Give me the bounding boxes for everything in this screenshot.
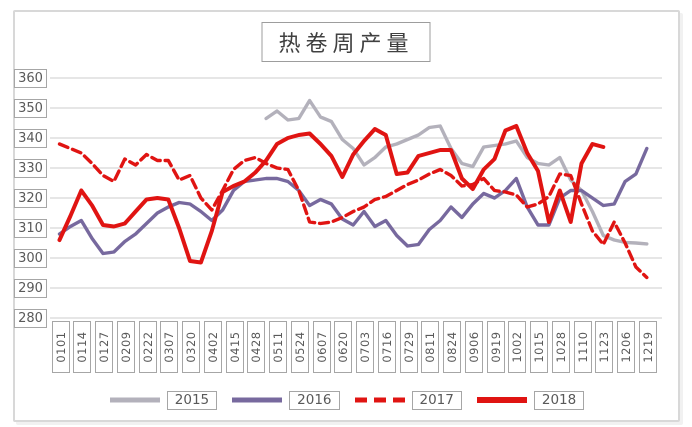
x-tick-label: 0511 (269, 321, 288, 373)
legend-swatch-2016 (232, 397, 283, 403)
y-tick-label: 320 (14, 188, 47, 208)
chart-title: 热卷周产量 (261, 22, 431, 62)
x-tick-label: 1219 (638, 321, 657, 373)
x-tick-label: 0307 (160, 321, 179, 373)
x-tick-label: 1110 (573, 321, 592, 373)
x-tick-label: 0402 (203, 321, 222, 373)
y-tick-label: 360 (14, 68, 47, 88)
x-tick-label: 0906 (464, 321, 483, 373)
legend-item-2018: 2018 (475, 390, 585, 410)
x-tick-label: 0415 (225, 321, 244, 373)
series-line-2018 (57, 124, 606, 265)
x-tick-label: 1028 (551, 321, 570, 373)
x-tick-label: 0101 (51, 321, 70, 373)
series-line-2015 (264, 98, 649, 246)
x-tick-label: 0209 (116, 321, 135, 373)
y-tick-label: 290 (14, 278, 47, 298)
series-line-2016 (57, 146, 649, 256)
legend-swatch-2018 (476, 397, 527, 403)
x-tick-label: 0703 (356, 321, 375, 373)
x-tick-label: 1206 (617, 321, 636, 373)
legend-label-2018: 2018 (533, 390, 585, 410)
x-tick-label: 0320 (182, 321, 200, 373)
x-tick-label: 0919 (486, 321, 505, 373)
legend-swatch-2015 (109, 397, 160, 403)
legend-swatch-2017 (354, 397, 405, 403)
x-tick-label: 0222 (138, 321, 157, 373)
x-tick-label: 0811 (421, 321, 440, 373)
x-tick-label: 0114 (73, 321, 92, 373)
x-tick-label: 0428 (247, 321, 266, 373)
x-tick-label: 1015 (530, 321, 549, 373)
x-tick-label: 0607 (312, 321, 331, 373)
x-tick-label: 0524 (290, 321, 309, 373)
y-tick-label: 330 (14, 158, 47, 178)
x-tick-label: 0716 (377, 321, 396, 373)
legend-item-2015: 2015 (108, 390, 218, 410)
y-tick-label: 350 (14, 98, 47, 118)
x-tick-label: 0127 (95, 321, 113, 373)
y-tick-label: 310 (14, 218, 47, 238)
legend-label-2016: 2016 (289, 390, 340, 410)
x-tick-label: 0620 (334, 321, 353, 373)
x-tick-label: 0729 (399, 321, 418, 373)
series-line-2017 (57, 142, 649, 280)
chart-border (13, 10, 680, 422)
legend: 2015 2016 2017 2018 (0, 389, 692, 411)
x-tick-label: 1123 (595, 321, 614, 373)
legend-label-2015: 2015 (166, 390, 218, 410)
legend-item-2017: 2017 (353, 390, 462, 410)
y-tick-label: 280 (14, 308, 47, 328)
legend-label-2017: 2017 (411, 390, 462, 410)
x-tick-label: 1002 (508, 321, 527, 373)
y-tick-label: 300 (14, 248, 47, 268)
legend-item-2016: 2016 (230, 390, 340, 410)
x-tick-label: 0824 (443, 321, 462, 373)
y-tick-label: 340 (14, 128, 47, 148)
